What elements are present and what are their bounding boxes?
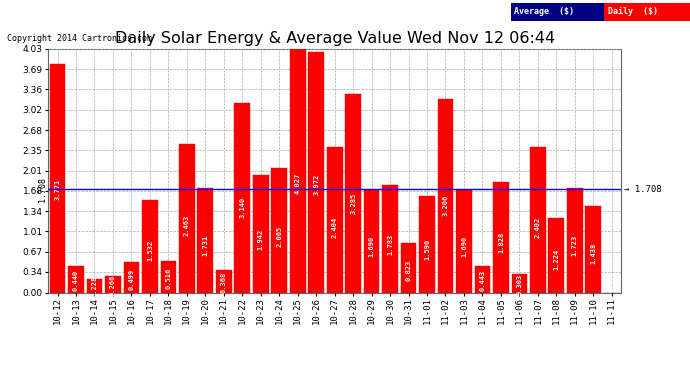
Bar <box>401 243 416 292</box>
Title: Daily Solar Energy & Average Value Wed Nov 12 06:44: Daily Solar Energy & Average Value Wed N… <box>115 31 555 46</box>
Bar <box>253 175 268 292</box>
Text: 3.972: 3.972 <box>313 174 319 195</box>
Text: 1.942: 1.942 <box>258 229 264 250</box>
Text: 1.690: 1.690 <box>461 236 467 257</box>
Bar <box>345 94 361 292</box>
Bar <box>364 190 380 292</box>
Bar <box>68 266 84 292</box>
Bar <box>105 276 121 292</box>
Bar <box>327 147 342 292</box>
Bar <box>549 219 564 292</box>
Text: 1.224: 1.224 <box>553 249 560 270</box>
Text: 3.771: 3.771 <box>55 179 61 201</box>
Bar <box>493 182 509 292</box>
Text: 1.708: 1.708 <box>39 177 48 202</box>
Text: 0.440: 0.440 <box>73 270 79 291</box>
Text: 0.499: 0.499 <box>128 268 135 290</box>
Text: 1.532: 1.532 <box>147 240 153 261</box>
Bar <box>142 200 158 292</box>
Bar <box>87 279 102 292</box>
Bar <box>197 188 213 292</box>
Bar <box>567 188 582 292</box>
Bar <box>530 147 546 292</box>
Bar <box>235 103 250 292</box>
Bar <box>290 49 306 292</box>
Bar <box>124 262 139 292</box>
Text: 1.828: 1.828 <box>498 232 504 254</box>
Text: 1.731: 1.731 <box>202 235 208 256</box>
Text: 0.266: 0.266 <box>110 274 116 296</box>
Text: 3.285: 3.285 <box>350 192 356 214</box>
Text: 0.303: 0.303 <box>516 274 522 295</box>
Text: 2.402: 2.402 <box>535 216 541 238</box>
Text: 1.590: 1.590 <box>424 238 430 260</box>
Text: 0.443: 0.443 <box>480 270 486 291</box>
Text: Daily  ($): Daily ($) <box>608 7 658 16</box>
Text: Copyright 2014 Cartronics.com: Copyright 2014 Cartronics.com <box>7 34 152 43</box>
Text: 0.000: 0.000 <box>609 271 615 292</box>
Text: 0.516: 0.516 <box>166 268 171 289</box>
Bar <box>382 184 398 292</box>
Text: 1.723: 1.723 <box>572 235 578 256</box>
Text: → 1.708: → 1.708 <box>624 185 662 194</box>
Bar <box>437 99 453 292</box>
Bar <box>161 261 176 292</box>
Bar <box>179 144 195 292</box>
Bar <box>271 168 287 292</box>
Text: 2.065: 2.065 <box>276 226 282 247</box>
Text: 3.206: 3.206 <box>442 195 448 216</box>
Bar <box>585 206 601 292</box>
Bar <box>511 274 527 292</box>
Bar <box>50 64 66 292</box>
Text: 0.823: 0.823 <box>406 260 411 281</box>
Text: Average  ($): Average ($) <box>514 7 574 16</box>
Bar <box>308 52 324 292</box>
Bar <box>475 266 491 292</box>
Text: 1.438: 1.438 <box>590 243 596 264</box>
Text: 0.228: 0.228 <box>92 276 97 297</box>
Text: 1.783: 1.783 <box>387 233 393 255</box>
Bar <box>419 196 435 292</box>
Text: 4.027: 4.027 <box>295 172 301 194</box>
Bar <box>456 190 472 292</box>
Text: 1.690: 1.690 <box>368 236 375 257</box>
Text: 2.463: 2.463 <box>184 215 190 236</box>
Text: 2.404: 2.404 <box>332 216 337 238</box>
Text: 3.140: 3.140 <box>239 196 245 217</box>
Text: 0.368: 0.368 <box>221 272 227 293</box>
Bar <box>216 270 232 292</box>
